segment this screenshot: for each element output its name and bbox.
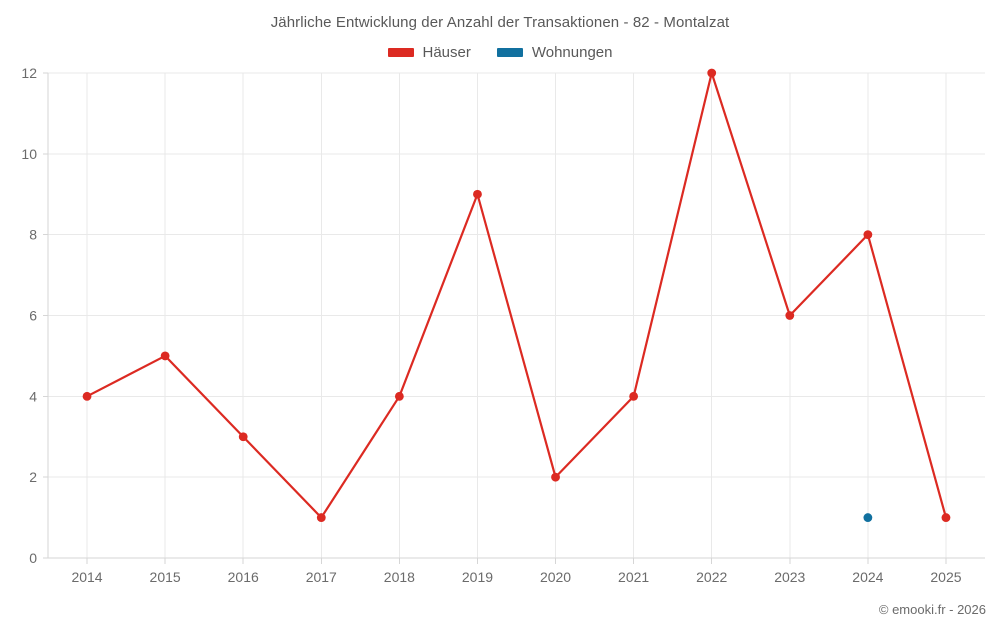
- data-point[interactable]: [785, 311, 795, 320]
- data-point[interactable]: [629, 391, 639, 401]
- x-axis-tick-label: 2024: [852, 569, 883, 585]
- data-point[interactable]: [316, 513, 326, 522]
- y-axis-tick-label: 12: [21, 65, 37, 81]
- legend-label-hauser: Häuser: [422, 44, 471, 61]
- x-axis-tick-label: 2022: [696, 569, 727, 585]
- x-axis-tick-label: 2023: [774, 569, 805, 585]
- legend-swatch-wohnungen: [496, 48, 523, 57]
- x-axis-tick-label: 2025: [930, 569, 961, 585]
- x-axis-tick-label: 2020: [540, 569, 571, 585]
- data-point[interactable]: [941, 513, 951, 522]
- data-point[interactable]: [82, 391, 92, 401]
- footer-credit: © emooki.fr - 2026: [878, 602, 986, 617]
- y-axis-tick-label: 6: [29, 308, 37, 324]
- legend-label-wohnungen: Wohnungen: [531, 44, 613, 61]
- legend-item-wohnungen[interactable]: Wohnungen: [496, 44, 613, 61]
- data-point[interactable]: [863, 230, 873, 240]
- y-axis-tick-label: 0: [29, 550, 37, 566]
- data-point[interactable]: [551, 472, 560, 482]
- data-point[interactable]: [473, 189, 482, 199]
- data-point[interactable]: [394, 391, 404, 401]
- legend-swatch-hauser: [387, 48, 414, 57]
- x-axis-tick-label: 2014: [71, 569, 102, 585]
- y-axis-tick-label: 8: [29, 227, 37, 243]
- data-series: [82, 68, 951, 522]
- data-point[interactable]: [238, 432, 248, 442]
- data-point[interactable]: [160, 351, 170, 361]
- y-axis-tick-label: 10: [21, 146, 37, 162]
- chart-title: Jährliche Entwicklung der Anzahl der Tra…: [270, 14, 730, 31]
- x-axis-tick-label: 2016: [228, 569, 259, 585]
- series-line-1: [85, 71, 948, 519]
- y-axis-tick-label: 2: [29, 469, 37, 485]
- x-axis-tick-label: 2017: [306, 569, 337, 585]
- x-axis-tick-label: 2018: [384, 569, 415, 585]
- x-axis-tick-label: 2015: [150, 569, 181, 585]
- data-point[interactable]: [863, 513, 873, 522]
- x-axis-tick-label: 2019: [462, 569, 493, 585]
- y-axis-ticks: 0 2 4 6 8 10 12: [21, 65, 48, 566]
- x-axis-ticks: 2014 2015 2016 2017 2018 2019 2020 2021 2022 2023…: [71, 558, 962, 585]
- grid-lines: [48, 72, 985, 559]
- chart-legend: Häuser Wohnungen: [0, 44, 1000, 61]
- data-point[interactable]: [707, 68, 717, 78]
- x-axis-tick-label: 2021: [618, 569, 649, 585]
- legend-item-hauser[interactable]: Häuser: [387, 44, 471, 61]
- y-axis-tick-label: 4: [29, 388, 37, 404]
